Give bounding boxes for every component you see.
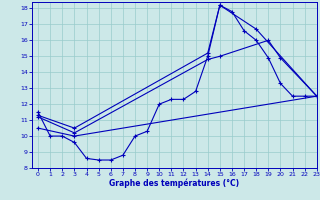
X-axis label: Graphe des températures (°C): Graphe des températures (°C) — [109, 179, 239, 188]
